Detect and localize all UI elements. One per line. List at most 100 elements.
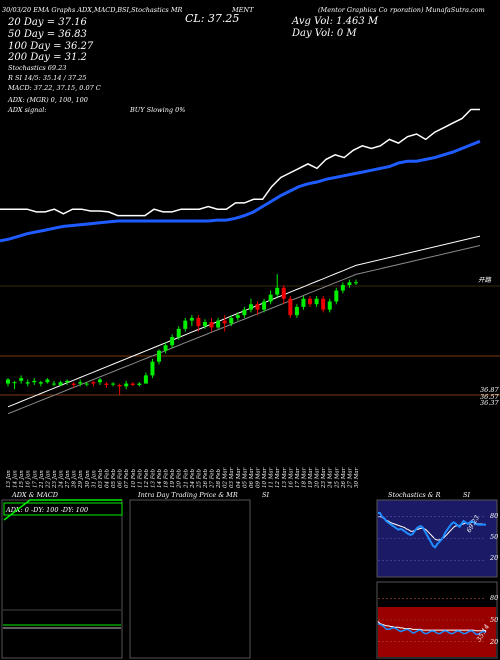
date-label: 31 Jan <box>91 470 97 488</box>
candle-body <box>216 320 221 328</box>
candle-body <box>255 304 260 310</box>
intra-panel-si: SI <box>262 491 269 499</box>
stoch-scale-20: 20 <box>489 554 498 562</box>
right-tag: 开路 <box>478 276 492 284</box>
date-label: 16 Mar <box>288 467 294 488</box>
candle-body <box>347 282 352 286</box>
date-label: 10 Feb <box>131 468 137 488</box>
date-label: 17 Mar <box>295 467 301 488</box>
candle-body <box>12 382 17 384</box>
date-label: 15 Jan <box>19 470 25 488</box>
date-label: 17 Jan <box>32 470 38 488</box>
date-label: 30 Jan <box>85 470 91 488</box>
candle-body <box>124 383 129 387</box>
price-label-3: 36.37 <box>480 399 499 407</box>
stoch-lines <box>378 512 486 561</box>
adx-line <box>3 499 122 521</box>
candle-body <box>183 320 188 329</box>
date-label: 28 Jan <box>72 470 78 489</box>
candle-body <box>248 304 253 310</box>
date-label: 04 Feb <box>104 468 110 488</box>
ema-series-1 <box>0 139 481 243</box>
date-label: 23 Jan <box>52 470 58 489</box>
date-label: 12 Feb <box>144 468 150 488</box>
header-ticker: MENT <box>231 6 254 14</box>
date-label: 23 Mar <box>321 467 327 489</box>
candle-body <box>321 298 326 310</box>
macd-label: MACD: 37.22, 37.15, 0.07 C <box>7 84 101 92</box>
date-label: 27 Mar <box>347 467 353 489</box>
candle-body <box>268 294 273 302</box>
candle-body <box>262 301 267 310</box>
ema-100-label: 100 Day = 36.27 <box>8 41 94 52</box>
candle-body <box>97 379 102 383</box>
candle-body <box>38 382 43 384</box>
candle-body <box>189 317 194 321</box>
date-label: 18 Mar <box>301 467 307 488</box>
date-label: 11 Mar <box>269 467 275 488</box>
ema-50-label: 50 Day = 36.83 <box>8 29 87 40</box>
date-label: 03 Mar <box>229 467 235 488</box>
candle-body <box>19 378 24 381</box>
date-label: 20 Feb <box>177 468 183 489</box>
date-label: 27 Feb <box>210 468 216 489</box>
rsi-scale-80: 80 <box>490 594 498 602</box>
candle-body <box>275 287 280 295</box>
candle-body <box>209 322 214 328</box>
candle-body <box>137 383 142 385</box>
date-label: 21 Jan <box>39 470 45 489</box>
date-label: 25 Feb <box>196 468 202 489</box>
header-title-mid: SI,Stochastics MR <box>122 6 182 14</box>
rsi-label: R SI 14/5: 35.14 / 37.25 <box>7 74 86 82</box>
date-label: 02 Mar <box>223 467 229 488</box>
candle-body <box>170 337 175 346</box>
ema-200-label: 200 Day = 31.2 <box>7 52 87 63</box>
candle-body <box>229 317 234 324</box>
date-label: 14 Jan <box>13 470 19 488</box>
intra-panel-title: Intra Day Trading Price & MR <box>137 491 238 499</box>
candle-body <box>354 282 358 284</box>
date-label: 05 Mar <box>242 467 248 488</box>
stoch-label: Stochastics 69.23 <box>8 64 66 72</box>
date-label: 13 Feb <box>150 468 156 488</box>
candle-body <box>6 379 10 384</box>
candle-body <box>150 361 155 376</box>
candle-body <box>288 298 293 316</box>
adx-info-box <box>3 502 123 516</box>
ema-series-0 <box>0 108 480 217</box>
date-label: 12 Mar <box>275 467 281 488</box>
adx-info-text: ADX: 0 -DY: 100 -DY: 100 <box>5 506 88 514</box>
date-label: 30 Mar <box>354 467 360 488</box>
date-label: 06 Mar <box>249 467 255 488</box>
candle-body <box>163 345 168 351</box>
candle-body <box>327 301 332 310</box>
date-label: 14 Feb <box>157 468 163 488</box>
candle-body <box>202 322 207 327</box>
buy-signal-text: BUY Slowing 0% <box>129 106 185 114</box>
stoch-panel-si: SI <box>463 491 470 499</box>
candle-body <box>301 298 306 307</box>
price-label-1: 36.87 <box>480 386 499 394</box>
date-label: 06 Feb <box>118 468 124 488</box>
candle-body <box>340 285 345 291</box>
date-label: 26 Mar <box>341 467 347 489</box>
ema-lines <box>0 108 481 243</box>
date-label: 28 Feb <box>216 468 222 489</box>
candlesticks <box>6 235 481 415</box>
rsi-lines <box>377 598 487 642</box>
stoch-panel <box>376 499 498 578</box>
avg-volume: Avg Vol: 1.463 M <box>291 16 379 27</box>
candle-body <box>242 309 247 316</box>
adx-panel-title: ADX & MACD <box>11 491 59 499</box>
rsi-fill <box>378 607 496 657</box>
candle-body <box>143 375 148 384</box>
candle-body <box>130 383 135 385</box>
candle-body <box>334 290 339 302</box>
candle-body <box>104 383 109 385</box>
rsi-scale-20: 20 <box>489 638 498 646</box>
ema-20-label: 20 Day = 37.16 <box>7 17 88 28</box>
candle-body <box>308 298 313 305</box>
candle-body <box>65 380 70 383</box>
stoch-scale-50: 50 <box>490 533 498 541</box>
